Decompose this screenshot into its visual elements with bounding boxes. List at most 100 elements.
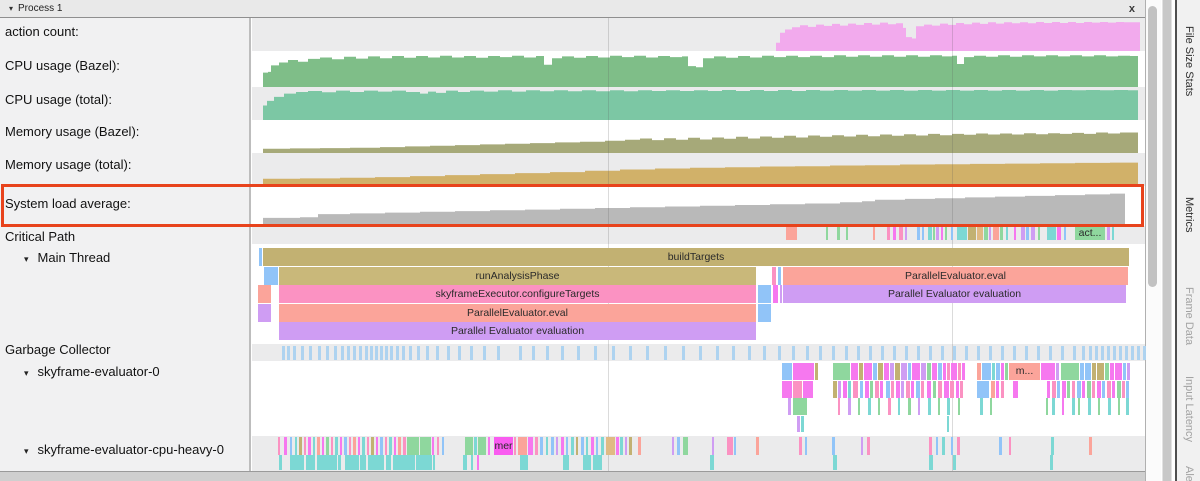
trace-event-block[interactable]	[371, 437, 374, 455]
trace-event-block[interactable]	[968, 227, 976, 240]
trace-event-block[interactable]	[1126, 381, 1129, 398]
trace-event-block[interactable]	[958, 363, 961, 380]
trace-event-block[interactable]	[932, 363, 937, 380]
trace-event-block[interactable]	[1000, 227, 1003, 240]
trace-event-block[interactable]	[891, 381, 894, 398]
trace-event-block[interactable]	[868, 398, 871, 415]
trace-event-block[interactable]	[1097, 381, 1101, 398]
garbage-collector-tick[interactable]	[577, 346, 580, 360]
trace-event-block[interactable]	[898, 398, 900, 415]
row-label-skyframe-evaluator-0[interactable]: ▾ skyframe-evaluator-0	[24, 364, 160, 379]
trace-event-block[interactable]	[520, 455, 528, 470]
garbage-collector-tick[interactable]	[845, 346, 848, 360]
trace-event-block[interactable]	[950, 381, 954, 398]
trace-event-block[interactable]	[313, 437, 315, 455]
trace-event-block-labeled[interactable]: skyframeExecutor.configureTargets	[279, 285, 756, 303]
trace-event-block[interactable]	[977, 227, 983, 240]
garbage-collector-tick[interactable]	[1095, 346, 1098, 360]
system-load-average-chart[interactable]	[258, 186, 1145, 224]
trace-event-block[interactable]	[890, 363, 894, 380]
trace-event-block[interactable]	[865, 381, 869, 398]
process-panel-header[interactable]: ▾ Process 1 x	[0, 0, 1145, 18]
trace-event-block[interactable]	[1009, 437, 1011, 455]
garbage-collector-tick[interactable]	[402, 346, 405, 360]
trace-event-block-labeled[interactable]: Parallel Evaluator evaluation	[279, 322, 756, 340]
trace-event-block[interactable]	[1097, 363, 1104, 380]
garbage-collector-tick[interactable]	[347, 346, 350, 360]
trace-event-block[interactable]	[591, 437, 594, 455]
trace-event-block[interactable]	[1098, 398, 1100, 415]
trace-event-block[interactable]	[977, 381, 989, 398]
trace-event-block[interactable]	[1026, 227, 1029, 240]
garbage-collector-tick[interactable]	[869, 346, 872, 360]
trace-event-block[interactable]	[1118, 398, 1120, 415]
trace-event-block[interactable]	[393, 455, 415, 470]
garbage-collector-tick[interactable]	[396, 346, 399, 360]
trace-event-block[interactable]	[432, 437, 434, 455]
trace-event-block[interactable]	[917, 227, 920, 240]
panel-splitter[interactable]	[1162, 0, 1172, 481]
garbage-collector-tick[interactable]	[561, 346, 564, 360]
trace-event-block[interactable]	[953, 455, 956, 470]
trace-event-block[interactable]	[782, 363, 792, 380]
trace-event-block[interactable]	[837, 227, 840, 240]
trace-event-block[interactable]	[488, 437, 490, 455]
trace-event-block[interactable]	[433, 455, 435, 470]
garbage-collector-tick[interactable]	[483, 346, 486, 360]
row-label-skyframe-evaluator-cpu-heavy-0[interactable]: ▾ skyframe-evaluator-cpu-heavy-0	[24, 442, 224, 457]
garbage-collector-tick[interactable]	[917, 346, 920, 360]
garbage-collector-tick[interactable]	[417, 346, 420, 360]
trace-event-block[interactable]	[832, 437, 835, 455]
trace-event-block[interactable]	[1077, 381, 1081, 398]
trace-event-block[interactable]	[905, 227, 907, 240]
trace-event-block[interactable]	[864, 363, 872, 380]
trace-event-block[interactable]	[957, 227, 967, 240]
trace-event-block[interactable]	[875, 381, 879, 398]
memory-usage-bazel-chart[interactable]	[258, 120, 1145, 153]
trace-event-block[interactable]	[299, 437, 302, 455]
garbage-collector-tick[interactable]	[497, 346, 500, 360]
trace-event-block[interactable]	[901, 381, 904, 398]
trace-event-block[interactable]	[442, 437, 444, 455]
trace-event-block-labeled[interactable]: buildTargets	[263, 248, 1129, 266]
trace-event-block[interactable]	[358, 437, 360, 455]
trace-event-block-labeled[interactable]: runAnalysisPhase	[279, 267, 756, 285]
collapse-arrow-icon[interactable]: ▾	[24, 254, 29, 264]
trace-event-block[interactable]	[1127, 363, 1130, 380]
trace-event-block[interactable]	[420, 437, 431, 455]
garbage-collector-tick[interactable]	[1025, 346, 1028, 360]
trace-event-block[interactable]	[340, 437, 342, 455]
trace-event-block[interactable]	[758, 285, 771, 303]
trace-event-block[interactable]	[1056, 363, 1059, 380]
vertical-scrollbar-thumb[interactable]	[1148, 6, 1157, 287]
trace-event-block[interactable]	[1031, 227, 1035, 240]
trace-event-block[interactable]	[945, 227, 947, 240]
trace-event-block[interactable]	[380, 437, 383, 455]
garbage-collector-tick[interactable]	[1119, 346, 1122, 360]
row-label-main-thread[interactable]: ▾ Main Thread	[24, 250, 110, 265]
trace-event-block[interactable]	[993, 227, 999, 240]
vertical-scrollbar[interactable]	[1146, 0, 1161, 481]
trace-event-block[interactable]	[801, 416, 804, 432]
trace-event-block[interactable]	[712, 437, 714, 455]
trace-event-block[interactable]	[996, 381, 999, 398]
trace-event-block[interactable]	[951, 437, 953, 455]
trace-event-block[interactable]	[936, 437, 938, 455]
tab-input-latency[interactable]: Input Latency	[1183, 376, 1195, 443]
trace-event-block[interactable]	[638, 437, 641, 455]
trace-event-block[interactable]	[788, 398, 791, 415]
trace-event-block[interactable]	[586, 437, 588, 455]
trace-event-block[interactable]	[942, 437, 945, 455]
trace-event-block[interactable]	[815, 363, 818, 380]
trace-event-block[interactable]	[984, 227, 988, 240]
tab-metrics[interactable]: Metrics	[1183, 197, 1195, 233]
trace-event-block[interactable]	[437, 437, 439, 455]
garbage-collector-tick[interactable]	[893, 346, 896, 360]
horizontal-scrollbar[interactable]	[0, 471, 1145, 481]
trace-event-block[interactable]	[593, 455, 602, 470]
garbage-collector-tick[interactable]	[1001, 346, 1004, 360]
trace-event-block[interactable]	[833, 363, 850, 380]
trace-event-block[interactable]	[465, 437, 473, 455]
trace-event-block[interactable]	[322, 437, 324, 455]
trace-event-block[interactable]	[838, 398, 840, 415]
